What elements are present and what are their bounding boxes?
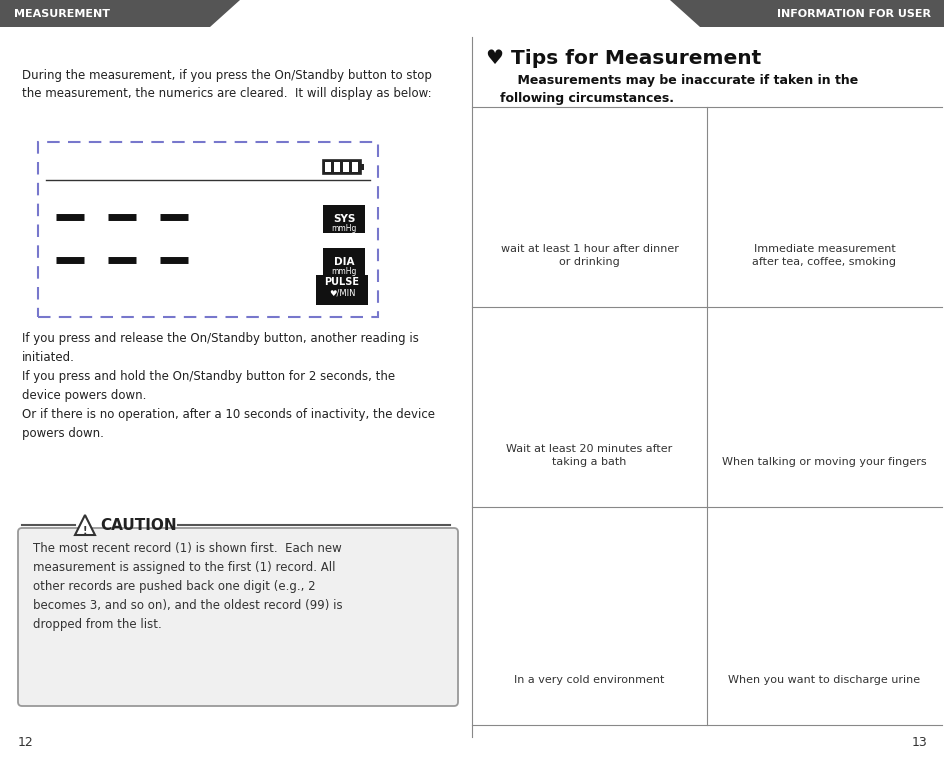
Bar — [361, 164, 363, 170]
Text: 13: 13 — [910, 736, 926, 749]
FancyBboxPatch shape — [18, 528, 458, 706]
Text: The most recent record (1) is shown first.  Each new
measurement is assigned to : The most recent record (1) is shown firs… — [33, 542, 343, 631]
Text: wait at least 1 hour after dinner
or drinking: wait at least 1 hour after dinner or dri… — [500, 244, 678, 267]
FancyBboxPatch shape — [38, 142, 378, 317]
Text: Wait at least 20 minutes after
taking a bath: Wait at least 20 minutes after taking a … — [506, 444, 672, 467]
FancyBboxPatch shape — [315, 275, 367, 305]
Text: !: ! — [83, 526, 87, 536]
Polygon shape — [0, 0, 240, 27]
Bar — [325, 162, 330, 172]
Text: mmHg: mmHg — [331, 267, 356, 276]
FancyBboxPatch shape — [323, 205, 364, 233]
Text: CAUTION: CAUTION — [100, 518, 177, 532]
Text: 12: 12 — [18, 736, 34, 749]
Text: During the measurement, if you press the On/Standby button to stop
the measureme: During the measurement, if you press the… — [22, 69, 431, 100]
Bar — [323, 160, 361, 174]
Text: If you press and release the On/Standby button, another reading is
initiated.
If: If you press and release the On/Standby … — [22, 332, 434, 440]
Text: mmHg: mmHg — [331, 224, 356, 233]
Text: DIA: DIA — [333, 257, 354, 267]
Bar — [343, 162, 348, 172]
Bar — [333, 162, 340, 172]
Text: SYS: SYS — [332, 214, 355, 224]
Polygon shape — [75, 515, 95, 535]
Polygon shape — [669, 0, 944, 27]
Text: Immediate measurement
after tea, coffee, smoking: Immediate measurement after tea, coffee,… — [751, 244, 896, 267]
Text: ♥/MIN: ♥/MIN — [329, 289, 355, 298]
Text: In a very cold environment: In a very cold environment — [514, 675, 664, 685]
Text: When talking or moving your fingers: When talking or moving your fingers — [721, 457, 926, 467]
Text: Measurements may be inaccurate if taken in the
following circumstances.: Measurements may be inaccurate if taken … — [499, 74, 857, 105]
Text: MEASUREMENT: MEASUREMENT — [14, 9, 110, 19]
Text: ♥ Tips for Measurement: ♥ Tips for Measurement — [485, 49, 761, 68]
Text: PULSE: PULSE — [324, 277, 359, 287]
Bar — [351, 162, 358, 172]
FancyBboxPatch shape — [323, 248, 364, 276]
Text: When you want to discharge urine: When you want to discharge urine — [728, 675, 919, 685]
Text: INFORMATION FOR USER: INFORMATION FOR USER — [776, 9, 930, 19]
